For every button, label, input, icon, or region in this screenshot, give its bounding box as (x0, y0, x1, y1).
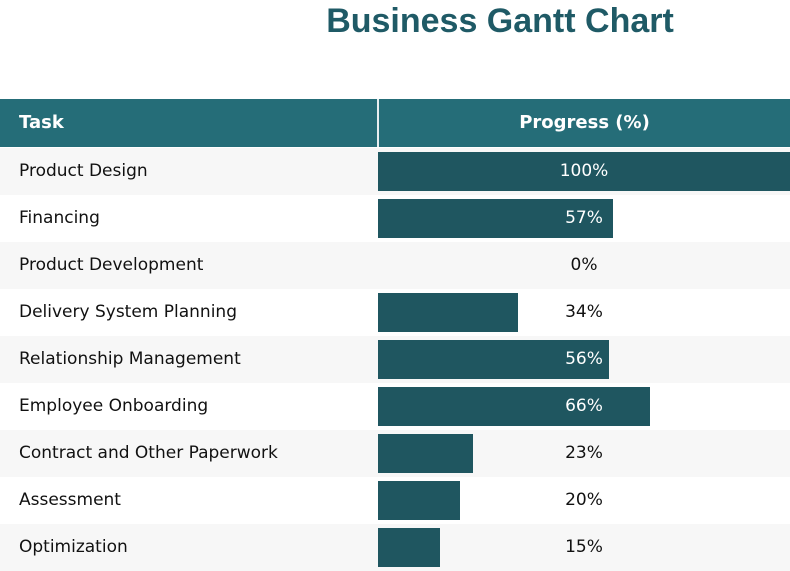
progress-label: 100% (559, 161, 609, 181)
progress-label: 34% (565, 302, 603, 322)
task-label: Financing (19, 208, 100, 228)
progress-bar (378, 481, 461, 520)
progress-label: 20% (565, 490, 603, 510)
task-label: Contract and Other Paperwork (19, 443, 278, 463)
table-row: Financing 57% (0, 195, 790, 242)
progress-label: 15% (565, 537, 603, 557)
table-row: Product Development 0% (0, 242, 790, 289)
task-label: Delivery System Planning (19, 302, 237, 322)
table-row: Product Design 100% (0, 148, 790, 195)
header-progress: Progress (%) (377, 99, 790, 147)
progress-label: 66% (565, 396, 603, 416)
table-row: Relationship Management 56% (0, 336, 790, 383)
progress-bar (378, 152, 790, 191)
table-row: Optimization 15% (0, 524, 790, 571)
table-row: Delivery System Planning 34% (0, 289, 790, 336)
task-label: Optimization (19, 537, 128, 557)
task-label: Product Design (19, 161, 148, 181)
progress-bar (378, 387, 650, 426)
table-header: Task Progress (%) (0, 99, 790, 147)
chart-title: Business Gantt Chart (326, 2, 674, 40)
task-label: Assessment (19, 490, 121, 510)
progress-label: 23% (565, 443, 603, 463)
header-task: Task (19, 112, 64, 133)
table-row: Assessment 20% (0, 477, 790, 524)
progress-label: 0% (570, 255, 598, 275)
progress-label: 57% (565, 208, 603, 228)
progress-bar (378, 434, 473, 473)
task-label: Product Development (19, 255, 204, 275)
task-label: Relationship Management (19, 349, 241, 369)
progress-label: 56% (565, 349, 603, 369)
progress-bar (378, 293, 519, 332)
table-row: Contract and Other Paperwork 23% (0, 430, 790, 477)
progress-bar (378, 199, 613, 238)
task-label: Employee Onboarding (19, 396, 209, 416)
progress-bar (378, 340, 609, 379)
table-row: Employee Onboarding 66% (0, 383, 790, 430)
